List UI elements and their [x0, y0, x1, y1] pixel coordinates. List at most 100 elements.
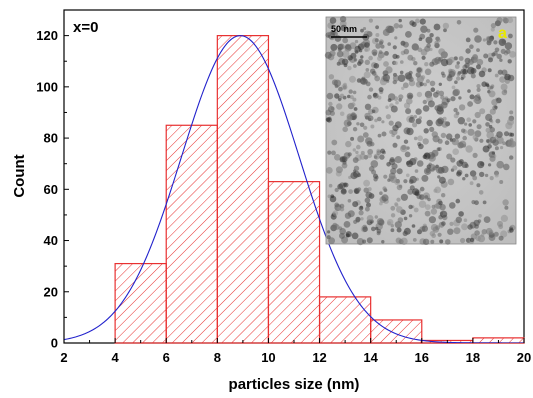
nanoparticle	[377, 56, 382, 61]
nanoparticle	[403, 48, 410, 55]
nanoparticle	[380, 44, 385, 49]
nanoparticle	[493, 51, 498, 56]
y-axis-title: Count	[11, 154, 28, 197]
nanoparticle	[455, 198, 461, 204]
nanoparticle	[451, 137, 459, 146]
nanoparticle	[465, 37, 471, 43]
nanoparticle	[422, 238, 430, 245]
nanoparticle	[391, 163, 398, 170]
nanoparticle	[504, 75, 509, 80]
nanoparticle	[469, 94, 475, 100]
x-axis-title: particles size (nm)	[229, 376, 360, 393]
nanoparticle	[496, 17, 503, 24]
nanoparticle	[401, 86, 405, 91]
nanoparticle	[336, 103, 343, 110]
nanoparticle	[429, 47, 433, 52]
x-tick-label: 10	[261, 350, 275, 365]
nanoparticle	[431, 204, 436, 209]
nanoparticle	[381, 194, 389, 202]
nanoparticle	[353, 64, 357, 68]
nanoparticle	[496, 53, 502, 60]
nanoparticle	[466, 117, 472, 122]
nanoparticle	[460, 77, 464, 81]
nanoparticle	[422, 154, 427, 159]
nanoparticle	[464, 173, 469, 178]
nanoparticle	[331, 150, 336, 156]
nanoparticle	[467, 101, 473, 107]
nanoparticle	[476, 93, 481, 97]
nanoparticle	[367, 187, 372, 192]
nanoparticle	[488, 234, 496, 242]
nanoparticle	[408, 204, 413, 210]
nanoparticle	[451, 85, 456, 90]
nanoparticle	[497, 220, 503, 227]
nanoparticle	[474, 230, 480, 236]
nanoparticle	[358, 210, 364, 216]
nanoparticle	[437, 175, 441, 179]
nanoparticle	[334, 187, 339, 193]
nanoparticle	[456, 20, 462, 25]
nanoparticle	[379, 39, 384, 45]
nanoparticle	[499, 76, 506, 83]
nanoparticle	[342, 126, 349, 133]
nanoparticle	[430, 239, 435, 244]
nanoparticle	[494, 73, 499, 78]
nanoparticle	[489, 136, 497, 144]
nanoparticle	[496, 136, 504, 144]
nanoparticle	[413, 136, 418, 141]
nanoparticle	[375, 43, 381, 49]
nanoparticle	[425, 79, 430, 84]
nanoparticle	[502, 17, 508, 22]
nanoparticle	[404, 151, 411, 158]
nanoparticle	[393, 23, 400, 29]
nanoparticle	[436, 38, 441, 43]
nanoparticle	[368, 55, 373, 61]
nanoparticle	[365, 191, 373, 199]
nanoparticle	[343, 221, 351, 228]
nanoparticle	[334, 93, 340, 99]
nanoparticle	[359, 153, 366, 160]
nanoparticle	[374, 226, 379, 231]
nanoparticle	[413, 157, 418, 162]
nanoparticle	[423, 128, 429, 134]
nanoparticle	[364, 112, 371, 120]
nanoparticle	[462, 177, 466, 181]
nanoparticle	[433, 23, 441, 31]
nanoparticle	[398, 24, 403, 29]
nanoparticle	[387, 178, 391, 182]
nanoparticle	[392, 142, 398, 148]
nanoparticle	[364, 48, 368, 52]
nanoparticle	[442, 22, 450, 30]
nanoparticle	[472, 119, 477, 124]
nanoparticle	[373, 173, 378, 179]
histogram-bar	[165, 124, 218, 344]
nanoparticle	[340, 188, 347, 195]
nanoparticle	[475, 235, 481, 242]
nanoparticle	[418, 37, 423, 41]
nanoparticle	[357, 135, 365, 143]
nanoparticle	[354, 39, 359, 44]
nanoparticle	[504, 205, 509, 210]
nanoparticle	[503, 89, 508, 93]
nanoparticle	[406, 97, 413, 105]
nanoparticle	[441, 221, 446, 226]
nanoparticle	[462, 135, 468, 141]
x-tick-label: 2	[60, 350, 67, 365]
nanoparticle	[327, 150, 332, 155]
nanoparticle	[486, 83, 490, 88]
nanoparticle	[397, 74, 406, 82]
nanoparticle	[327, 22, 334, 29]
nanoparticle	[502, 141, 506, 145]
nanoparticle	[483, 216, 491, 224]
nanoparticle	[482, 145, 490, 153]
y-tick-label: 40	[44, 233, 58, 248]
nanoparticle	[362, 132, 369, 138]
nanoparticle	[358, 205, 364, 211]
nanoparticle	[490, 23, 496, 29]
nanoparticle	[325, 167, 333, 174]
nanoparticle	[470, 67, 477, 74]
nanoparticle	[367, 153, 372, 159]
nanoparticle	[434, 186, 442, 194]
nanoparticle	[363, 187, 369, 193]
nanoparticle	[486, 36, 493, 43]
